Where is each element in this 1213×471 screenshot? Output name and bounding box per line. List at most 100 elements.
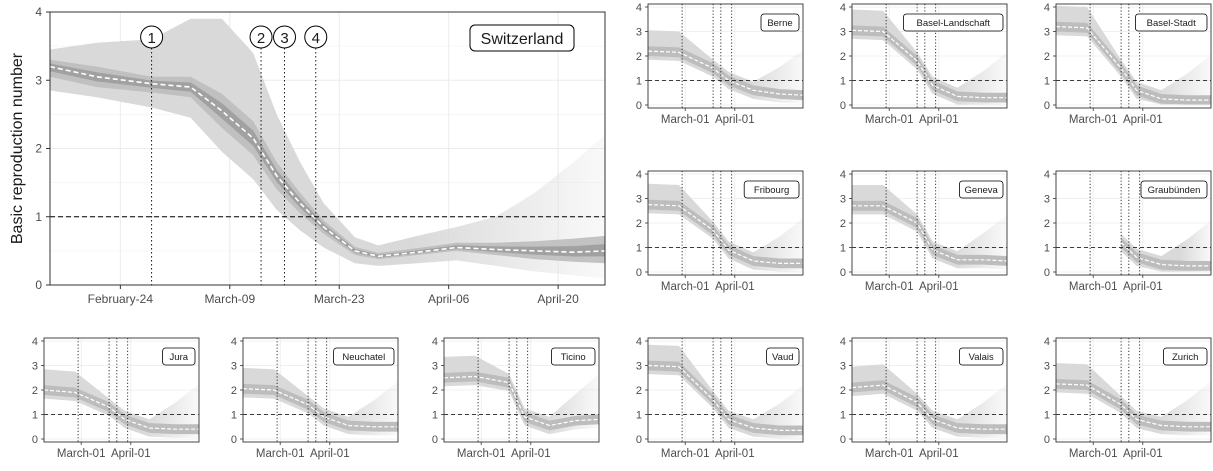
y-tick-label: 2 (840, 51, 846, 63)
median-line (43, 389, 199, 430)
y-tick-label: 3 (231, 361, 237, 373)
x-tick-label: April-01 (1123, 448, 1163, 460)
y-tick-label: 0 (1044, 267, 1050, 279)
y-tick-label: 1 (840, 410, 846, 422)
y-tick-label: 1 (636, 76, 642, 88)
y-tick-label: 2 (1044, 385, 1050, 397)
region-label-box (1140, 180, 1208, 199)
intervention-marker (140, 25, 164, 49)
canton-panel: Basel-Landschaft 0 1 2 3 4 March-01 April-01 (840, 2, 1008, 126)
y-tick-label: 1 (1044, 410, 1050, 422)
y-tick-label: 1 (1044, 76, 1050, 88)
y-tick-label: 3 (1044, 27, 1050, 39)
median-line (647, 364, 803, 431)
band-inner (1121, 237, 1211, 271)
region-label-box (469, 24, 575, 52)
y-tick-label: 0 (231, 434, 237, 446)
y-tick-label: 3 (1044, 194, 1050, 206)
y-tick-label: 1 (35, 210, 42, 224)
y-tick-label: 3 (636, 361, 642, 373)
y-tick-label: 2 (1044, 218, 1050, 230)
region-label: Geneva (965, 185, 999, 196)
y-tick-label: 0 (840, 267, 846, 279)
y-tick-label: 0 (1044, 434, 1050, 446)
y-tick-label: 4 (636, 169, 642, 181)
canton-panel: Geneva 0 1 2 3 4 March-01 April-01 (840, 169, 1008, 293)
intervention-label: 2 (257, 30, 265, 47)
y-tick-label: 2 (840, 218, 846, 230)
y-tick-label: 0 (636, 100, 642, 112)
band-outer (1056, 5, 1211, 105)
region-label-box (760, 13, 800, 32)
y-tick-label: 4 (35, 5, 42, 19)
y-tick-label: 2 (636, 218, 642, 230)
y-tick-label: 1 (432, 410, 438, 422)
intervention-label: 3 (280, 30, 288, 47)
y-tick-label: 4 (840, 169, 846, 181)
band-outer (852, 364, 1007, 438)
y-tick-label: 4 (432, 336, 438, 348)
y-tick-label: 4 (1044, 2, 1050, 14)
y-tick-label: 1 (231, 410, 237, 422)
region-label: Ticino (561, 352, 586, 363)
x-tick-label: April-06 (428, 292, 470, 306)
band-inner (1056, 21, 1211, 105)
canton-panel: Fribourg 0 1 2 3 4 March-01 April-01 (636, 169, 804, 293)
x-tick-label: March-01 (865, 448, 914, 460)
x-tick-label: April-01 (919, 448, 959, 460)
x-tick-label: April-01 (715, 114, 755, 126)
band-inner (648, 46, 803, 101)
median-line (852, 205, 1008, 262)
x-tick-label: March-01 (457, 448, 506, 460)
region-label-box (959, 347, 1004, 366)
region-label: Zurich (1172, 352, 1198, 363)
y-tick-label: 1 (636, 410, 642, 422)
region-label-box (1135, 13, 1208, 32)
y-tick-label: 2 (636, 385, 642, 397)
y-tick-label: 2 (840, 385, 846, 397)
median-line (1120, 242, 1211, 267)
x-tick-label: March-01 (1069, 281, 1118, 293)
x-tick-label: April-01 (111, 448, 151, 460)
x-tick-label: April-01 (919, 114, 959, 126)
intervention-label: 1 (147, 30, 155, 47)
band-outer (648, 344, 803, 439)
x-tick-label: February-24 (88, 292, 154, 306)
band-outer (648, 183, 803, 272)
y-tick-label: 0 (636, 267, 642, 279)
x-tick-label: March-01 (661, 448, 710, 460)
y-axis-label: Basic reproduction number (9, 52, 26, 244)
y-tick-label: 4 (32, 336, 38, 348)
y-tick-label: 1 (1044, 243, 1050, 255)
band-outer (648, 30, 803, 104)
median-line (242, 388, 398, 428)
intervention-marker (304, 25, 328, 49)
y-tick-label: 4 (840, 336, 846, 348)
band-inner (648, 199, 803, 269)
region-label: Neuchatel (342, 352, 385, 363)
band-inner (852, 25, 1007, 103)
y-tick-label: 1 (32, 410, 38, 422)
median-line (647, 204, 803, 264)
band-outer (852, 9, 1007, 105)
y-tick-label: 0 (32, 434, 38, 446)
region-label-box (743, 180, 800, 199)
canton-panel: Vaud 0 1 2 3 4 March-01 April-01 (636, 336, 804, 460)
region-label: Switzerland (481, 31, 564, 48)
region-label: Fribourg (754, 185, 789, 196)
y-tick-label: 3 (35, 73, 42, 87)
region-label-box (551, 347, 596, 366)
x-tick-label: April-01 (1123, 281, 1163, 293)
canton-panel: Ticino 0 1 2 3 4 March-01 April-01 (432, 336, 600, 460)
y-tick-label: 3 (432, 361, 438, 373)
y-tick-label: 4 (636, 336, 642, 348)
y-tick-label: 1 (840, 76, 846, 88)
region-label-box (903, 13, 1004, 32)
region-label-box (162, 347, 196, 366)
y-tick-label: 2 (35, 142, 42, 156)
x-tick-label: March-01 (1069, 448, 1118, 460)
band-inner (44, 385, 199, 435)
x-tick-label: March-01 (1069, 114, 1118, 126)
canton-panel: Valais 0 1 2 3 4 March-01 April-01 (840, 336, 1008, 460)
region-label: Jura (170, 352, 189, 363)
